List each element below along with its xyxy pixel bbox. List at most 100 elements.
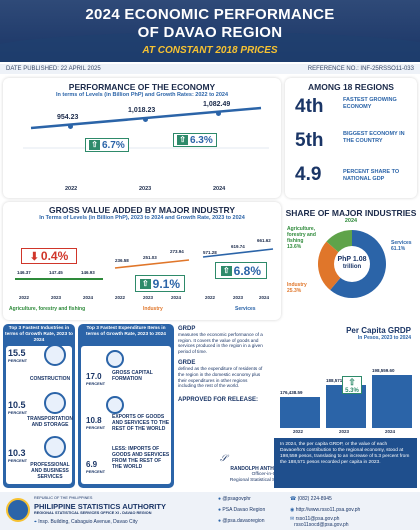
email2-text: rsso11socd@psa.gov.ph [294, 522, 349, 528]
ind-val-2024: 273.94 [170, 249, 184, 254]
per-capita-bar-2022 [280, 396, 320, 428]
truck-icon [44, 392, 66, 414]
svc-year-2022: 2022 [205, 295, 216, 300]
location-icon: ⌖ [34, 519, 37, 525]
per-capita-growth: 5.3% [345, 387, 359, 394]
grdp-definition: measures the economic performance of a r… [178, 332, 263, 354]
exp3-number: 6.9 [86, 460, 98, 469]
definitions-panel: GRDP measures the economic performance o… [178, 326, 270, 486]
email-icon: ✉ [290, 516, 295, 522]
per-capita-growth-badge: ⇧ 5.3% [342, 376, 362, 394]
year-2024: 2024 [213, 186, 226, 192]
per-capita-title: Per Capita GRDP [346, 326, 411, 335]
per-capita-value-2024: 198,559.60 [372, 368, 395, 374]
top3-industries-body [6, 346, 72, 484]
social-twitter[interactable]: ● @psagovphr [218, 496, 251, 502]
svc-val-2022: 571.28 [203, 250, 217, 255]
exp3-unit: PERCENT [86, 469, 106, 474]
signatory-name: RANDOLPH ANTHONY B. GALES [230, 466, 310, 472]
arrow-up-icon: ⇧ [89, 140, 100, 150]
globe-icon: ◉ [290, 507, 295, 513]
share-agri-value: 13.6% [287, 244, 302, 250]
agri-year-2024: 2024 [83, 295, 94, 300]
ind-year-2022: 2022 [115, 295, 126, 300]
year-2023: 2023 [139, 186, 152, 192]
org-name: PHILIPPINE STATISTICS AUTHORITY [34, 502, 166, 511]
svc-label: Services [235, 306, 256, 312]
year-2022: 2022 [65, 186, 78, 192]
svc-growth-badge: ⇧ 6.8% [215, 262, 267, 279]
grde-definition: defined as the expenditure of residents … [178, 366, 263, 389]
ind1-number: 15.5 [8, 348, 26, 358]
landscape-graphic [0, 32, 420, 62]
exp1-unit: PERCENT [86, 381, 106, 386]
per-capita-bar-2024 [372, 375, 412, 428]
psa-logo [6, 498, 30, 522]
performance-subtitle: In terms of Levels (in Billion PhP) and … [55, 92, 229, 98]
services-trend-line [202, 248, 274, 258]
arrow-up-icon: ⇧ [348, 376, 356, 387]
exp1-label: GROSS CAPITAL FORMATION [112, 370, 153, 382]
performance-line-chart [23, 106, 269, 149]
phone-icon: ☎ [290, 496, 297, 502]
grdp-term: GRDP [178, 326, 196, 332]
agri-label: Agriculture, forestry and fishing [9, 306, 86, 312]
signatory-title2: Regional Statistical Services Office XI [229, 478, 311, 483]
ind2-number: 10.5 [8, 400, 26, 410]
ind3-label: PROFESSIONAL AND BUSINESS SERVICES [30, 462, 70, 480]
signature: 𝒮 [220, 454, 227, 464]
agri-line [15, 278, 103, 280]
regions-card: AMONG 18 REGIONS 4th FASTEST GROWING ECO… [285, 78, 417, 198]
footer-address: ⌖ Insp. Building, Cabaguio Avenue, Davao… [34, 519, 138, 525]
svc-year-2024: 2024 [259, 295, 270, 300]
arrow-up-icon: ⇧ [220, 265, 232, 276]
agri-year-2022: 2022 [19, 295, 30, 300]
signatory-title1: Officer-in-Charge [251, 472, 289, 477]
point-2024 [216, 111, 221, 116]
page-title-line1: 2024 ECONOMIC PERFORMANCE [85, 6, 335, 23]
growth-2024-badge: ⇧ 6.3% [173, 133, 217, 147]
header-banner: 2024 ECONOMIC PERFORMANCE OF DAVAO REGIO… [0, 0, 420, 62]
national-share-label: PERCENT SHARE TO NATIONAL GDP [343, 169, 400, 182]
per-capita-value-2023: 188,571.18 [326, 377, 349, 383]
social-facebook[interactable]: ● PSA Davao Region [218, 507, 265, 513]
exp2-label: EXPORTS OF GOODS AND SERVICES TO THE RES… [112, 414, 170, 432]
share-year: 2024 [344, 218, 358, 224]
point-2023 [143, 117, 148, 122]
agri-val-2022: 146.37 [17, 270, 31, 275]
social-instagram[interactable]: ● @psa.davaoregion [218, 518, 264, 524]
top3-expenditure-body [81, 346, 171, 484]
performance-card: PERFORMANCE OF THE ECONOMY In terms of L… [3, 78, 281, 198]
share-panel: SHARE OF MAJOR INDUSTRIES 2024 PhP 1.08 … [285, 202, 417, 320]
ind-growth-badge: ⇧ 9.1% [135, 275, 185, 292]
footer-email[interactable]: ✉ rsso11@psa.gov.ph rsso11socd@psa.gov.p… [290, 516, 349, 528]
grde-term: GRDE [178, 360, 196, 367]
ind-growth: 9.1% [152, 276, 181, 291]
per-capita-value-2022: 176,438.59 [280, 389, 303, 395]
arrow-down-icon: ⬇ [29, 250, 39, 263]
per-capita-subtitle: In Pesos, 2023 to 2024 [357, 335, 411, 341]
ind2-value: 10.5 PERCENT [8, 400, 27, 415]
ship-icon [106, 396, 124, 414]
meta-bar: DATE PUBLISHED: 22 APRIL 2025 REFERENCE … [0, 64, 420, 74]
web-text: http://www.rsso11.psa.gov.ph [295, 507, 361, 513]
arrow-up-icon: ⇧ [139, 278, 151, 289]
footer: REPUBLIC OF THE PHILIPPINES PHILIPPINE S… [0, 492, 420, 530]
ind-label: Industry [143, 306, 163, 312]
footer-web[interactable]: ◉ http://www.rsso11.psa.gov.ph [290, 507, 360, 513]
industry-trend-line [114, 259, 190, 269]
bulldozer-icon [106, 350, 124, 368]
twitter-text: @psagovphr [222, 496, 251, 502]
growth-2024: 6.3% [189, 134, 213, 146]
value-2023: 1,018.23 [128, 107, 156, 114]
gva-subtitle: In Terms of Levels (in Billion PhP), 202… [39, 215, 245, 221]
rank-biggest: 5th [295, 130, 324, 151]
org-office: REGIONAL STATISTICAL SERVICES OFFICE XI … [34, 511, 152, 515]
ind1-unit: PERCENT [8, 358, 28, 363]
value-2022: 954.23 [57, 114, 79, 121]
top3-expenditure-title: Top 3 Fastest Expenditure Items in terms… [86, 326, 166, 337]
national-share: 4.9 [295, 164, 322, 185]
instagram-text: @psa.davaoregion [222, 518, 265, 524]
arrow-up-icon: ⇧ [177, 135, 188, 145]
ind1-value: 15.5 PERCENT [8, 348, 27, 363]
